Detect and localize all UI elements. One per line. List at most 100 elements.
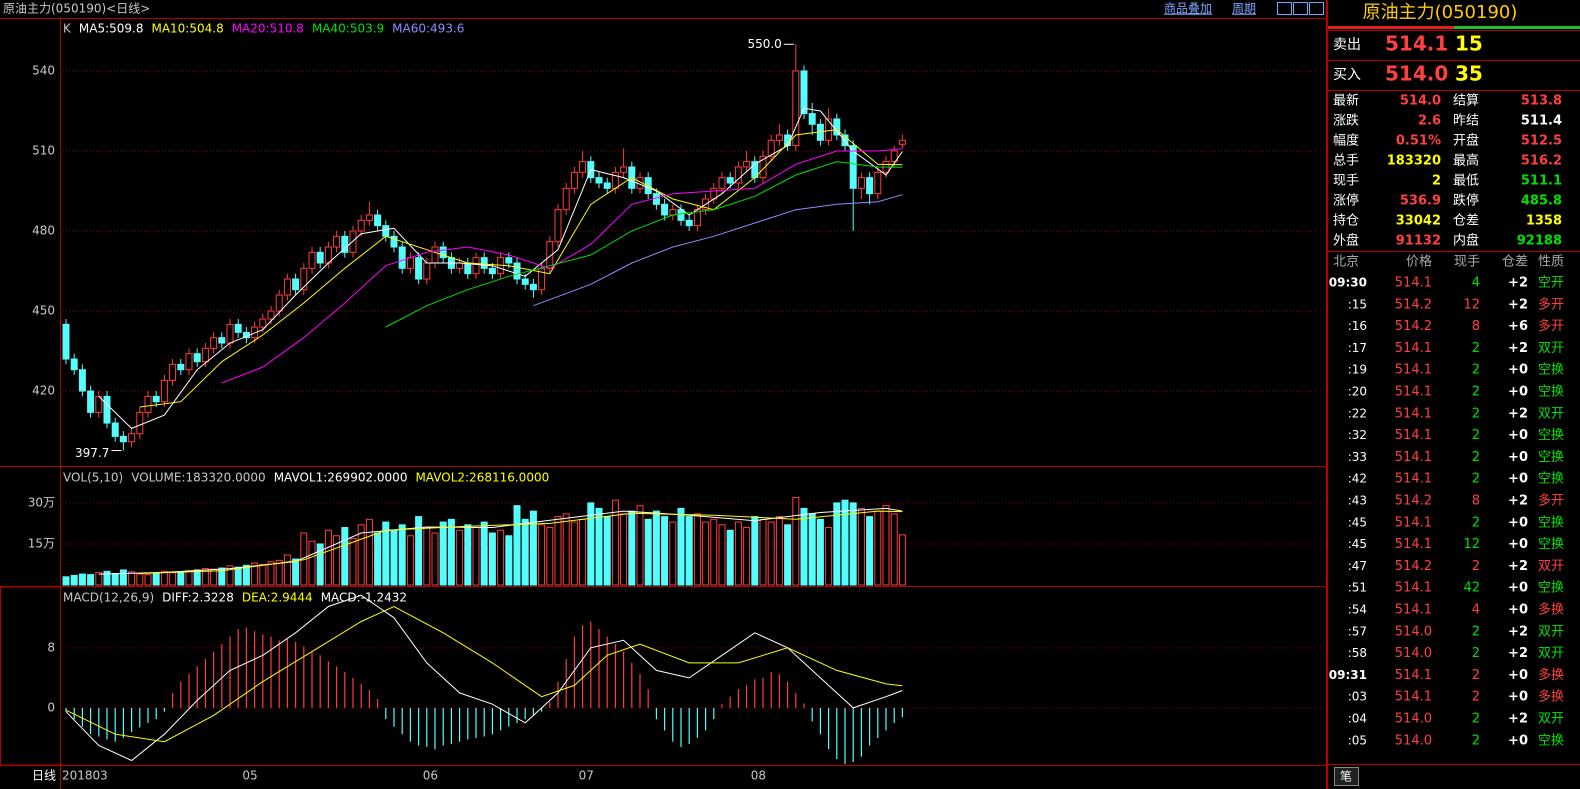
candle-body [669,209,677,216]
header-link[interactable]: 周期 [1232,2,1256,16]
button[interactable] [1277,2,1292,15]
candle-body [234,323,242,333]
trade-nature: 空换 [1538,363,1564,378]
volume-bar [726,529,734,586]
button[interactable] [1293,2,1308,15]
volume-bar [661,516,669,586]
bar-green [1454,26,1580,29]
volume-bar [800,507,808,586]
low-annotation: 397.7 [75,446,109,460]
quote-label: 内盘 [1453,233,1479,249]
trade-volume: 2 [1472,624,1480,639]
trade-time: :22 [1348,406,1367,420]
legend-label: MA60:493.6 [392,22,464,36]
trade-price: 514.1 [1395,668,1432,683]
candle-body [374,214,382,227]
candle-body [603,182,611,189]
trade-time: :16 [1348,319,1367,333]
volume-bar [570,521,578,586]
volume-bar [439,521,447,586]
trade-time: 09:31 [1329,668,1367,682]
trade-nature: 空换 [1538,385,1564,400]
candle-body [562,187,570,211]
trade-volume: 2 [1472,385,1480,400]
trade-price: 514.1 [1395,363,1432,378]
candle-body [365,214,373,221]
legend-label: VOL(5,10) [63,471,123,485]
volume-bar [784,524,792,586]
legend-label: MACD(12,26,9) [63,591,154,605]
trade-change: +2 [1508,297,1528,312]
volume-bar [890,513,898,586]
volume-bar [136,573,144,586]
y-tick-label: 0 [47,700,55,714]
trade-volume: 2 [1472,733,1480,748]
candle-body [390,235,398,248]
volume-bar [177,571,185,586]
volume-bar [734,521,742,586]
volume-bar [103,570,111,586]
volume-bar [792,496,800,586]
trade-change: +2 [1508,494,1528,509]
x-tick-label: 06 [423,769,438,783]
trade-volume: 2 [1472,690,1480,705]
candle-body [890,150,898,163]
trade-change: +0 [1508,581,1528,596]
order-volume: 15 [1455,32,1483,56]
volume-bar [882,505,890,586]
volume-bar [292,558,300,586]
trade-volume: 12 [1463,537,1480,552]
volume-bar [857,507,865,586]
tab-box[interactable] [1334,767,1359,786]
volume-bar [415,516,423,586]
header-link[interactable]: 商品叠加 [1164,1,1212,16]
indicator-line [385,161,903,328]
quote-value: 183320 [1387,154,1441,169]
trade-change: +0 [1508,690,1528,705]
trade-nature: 多换 [1538,667,1564,683]
volume-bar [283,554,291,586]
trade-nature: 双开 [1538,646,1564,661]
trade-price: 514.2 [1395,559,1432,574]
panel-tab[interactable]: 笔 [1340,769,1352,784]
quote-value: 512.5 [1521,134,1562,149]
quote-value: 514.0 [1400,94,1441,109]
volume-bar [128,571,136,586]
volume-bar [693,513,701,586]
candle-body [398,246,406,269]
volume-bar [611,499,619,586]
indicator-line [65,594,903,762]
candle-body [808,113,816,125]
volume-bar [324,529,332,586]
trade-volume: 2 [1472,341,1480,356]
trade-time: :17 [1348,341,1367,355]
volume-bar [816,518,824,586]
trade-nature: 空换 [1538,537,1564,552]
trade-time: :58 [1348,646,1367,660]
candle-body [95,395,103,413]
candle-body [456,262,464,269]
candle-body [825,118,833,141]
quote-value: 33042 [1396,214,1441,229]
volume-bar [78,573,86,586]
trade-time: :57 [1348,624,1367,638]
trade-price: 514.1 [1395,537,1432,552]
quote-label: 外盘 [1333,233,1359,249]
candle-body [177,363,185,371]
volume-bar [308,540,316,586]
quote-label: 涨停 [1333,193,1359,209]
volume-bar [775,516,783,586]
volume-bar [587,502,595,586]
volume-bar [316,543,324,586]
quote-title: 原油主力(050190) [1363,2,1518,23]
trades-header: 仓差 [1502,255,1528,270]
window-buttons[interactable] [1277,2,1324,15]
trade-change: +2 [1508,276,1528,291]
candle-body [464,262,472,275]
button[interactable] [1309,2,1324,15]
legend-label: VOLUME:183320.0000 [131,471,265,485]
quote-label: 最高 [1453,153,1479,169]
quote-label: 幅度 [1333,133,1359,149]
trade-price: 514.2 [1395,297,1432,312]
trade-time: 09:30 [1329,276,1367,290]
